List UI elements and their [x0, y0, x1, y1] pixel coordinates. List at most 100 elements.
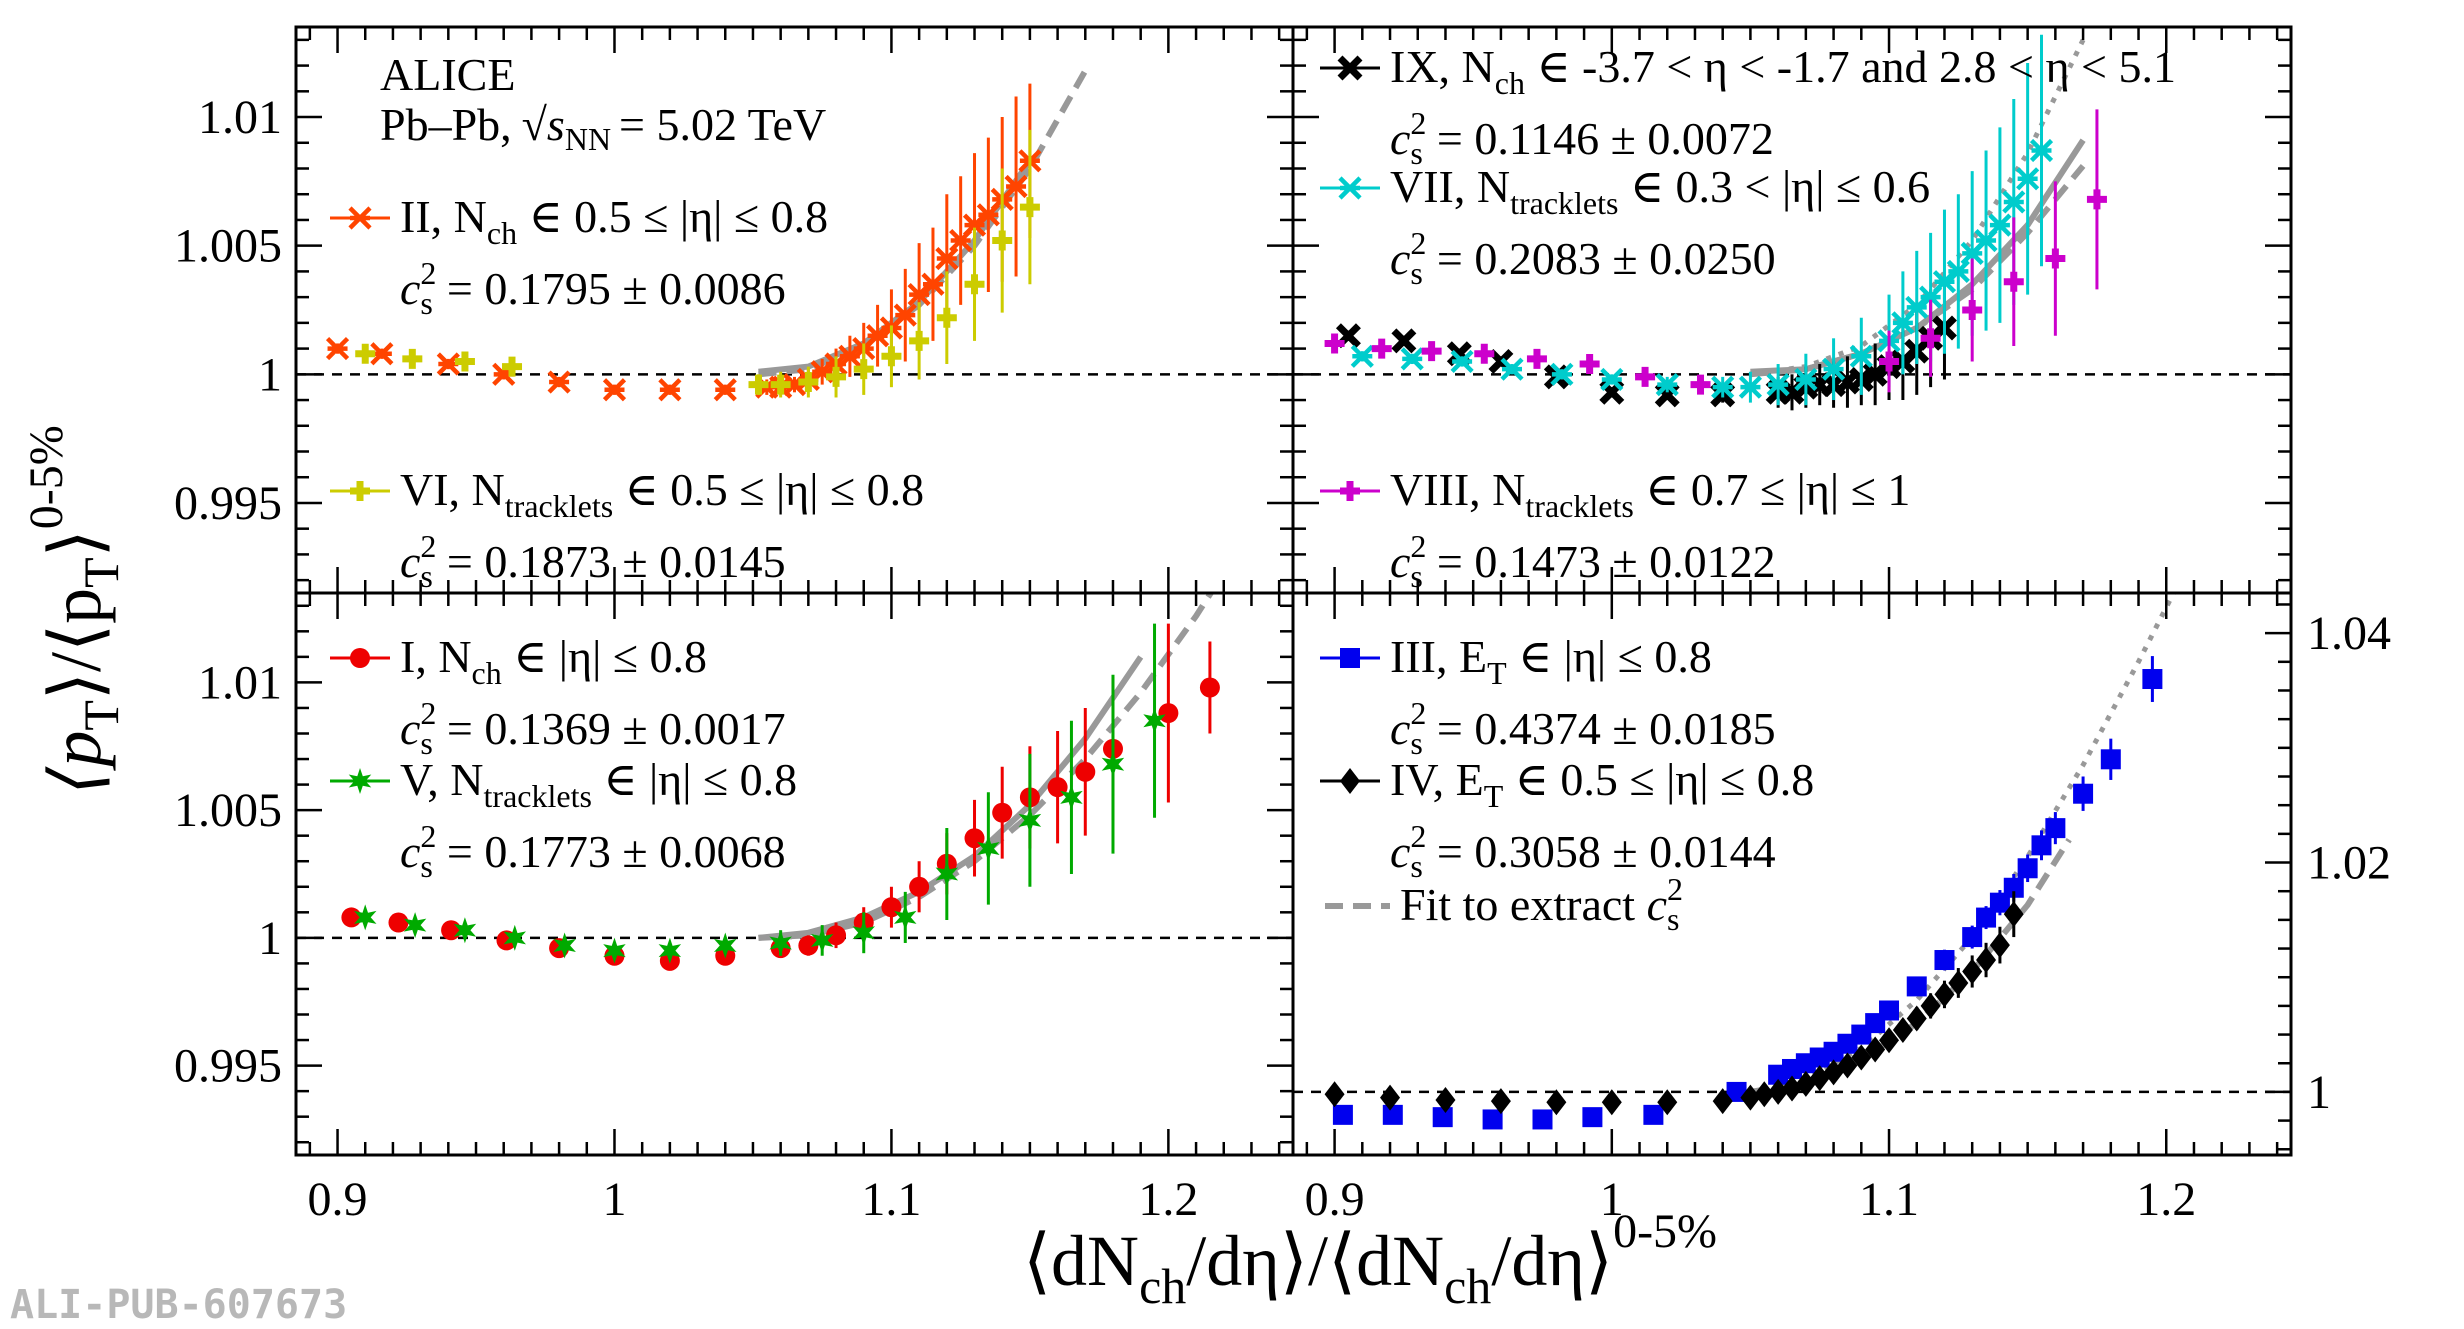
data-point	[1976, 947, 1997, 974]
data-point	[1988, 213, 2012, 237]
data-point	[350, 648, 370, 668]
data-point	[1643, 1104, 1664, 1125]
data-point	[798, 372, 819, 393]
data-point	[909, 330, 930, 351]
data-point	[1948, 969, 1969, 996]
data-point	[2003, 901, 2024, 928]
data-point	[936, 307, 957, 328]
data-point	[553, 932, 576, 959]
data-point	[1962, 300, 1983, 320]
panel-bottom-left: 0.9 1 1.1 1.2 0.995 1 1.005 1.01	[174, 591, 1295, 1226]
data-point	[602, 378, 627, 402]
data-point	[1862, 361, 1888, 387]
series-VIII	[1324, 109, 2107, 395]
data-point	[992, 802, 1013, 823]
data-point	[2003, 877, 2024, 898]
plot-area	[1293, 34, 2291, 411]
system-label: Pb–Pb, √sNN = 5.02 TeV	[380, 99, 826, 157]
legend-label: VIII, Ntracklets ∈ 0.7 ≤ |η| ≤ 1	[1390, 464, 1910, 524]
panel-bottom-right: 0.9 1 1.1 1.2 1 1.02 1.04	[1291, 591, 2391, 1226]
data-point	[1920, 992, 1941, 1019]
data-point	[1490, 1088, 1511, 1115]
y-tick-label: 1.005	[174, 220, 282, 273]
data-point	[2016, 167, 2040, 191]
x-tick-label: 1	[1600, 1173, 1624, 1226]
data-point	[1768, 1078, 1789, 1105]
data-point	[403, 912, 427, 939]
panels-layer: 0.995 1 1.005 1.01 0.9 1 1.1 1.2 0.995 1 1.005 1.01…	[174, 25, 2391, 1226]
data-point	[2100, 749, 2121, 770]
legend-entry-IV: IV, ET ∈ 0.5 ≤ |η| ≤ 0.8c2 s = 0.3058 ± 0.…	[1320, 754, 1814, 884]
data-point	[2142, 669, 2163, 690]
data-point	[1482, 1109, 1503, 1130]
data-point	[1766, 373, 1790, 397]
legend-label: V, Ntracklets ∈ |η| ≤ 0.8	[400, 754, 797, 814]
legend-entry-I: I, Nch ∈ |η| ≤ 0.8c2 s = 0.1369 ± 0.0017	[330, 631, 786, 761]
data-point	[1432, 1107, 1453, 1128]
series-III	[1332, 656, 2163, 1130]
legend-cs2: c2 s = 0.3058 ± 0.0144	[1390, 818, 1776, 884]
legend-entry-VIII: VIII, Ntracklets ∈ 0.7 ≤ |η| ≤ 1c2 s = 0.1…	[1320, 464, 1910, 594]
data-point	[1934, 981, 1955, 1008]
data-point	[1934, 950, 1955, 971]
data-point	[1332, 1104, 1353, 1125]
data-point	[1962, 958, 1983, 985]
data-point	[1546, 1089, 1567, 1116]
panel-top-right	[1291, 25, 2293, 595]
data-point	[1738, 375, 1763, 399]
y-axis-title: ⟨pT⟩/⟨pT⟩0-5%	[20, 425, 129, 794]
data-point	[714, 932, 737, 959]
legend-entry-IX: IX, Nch ∈ -3.7 < η < -1.7 and 2.8 < η < …	[1320, 41, 2176, 171]
data-point	[1879, 1000, 1900, 1021]
data-point	[826, 925, 847, 946]
legend-cs2: c2 s = 0.1873 ± 0.0145	[400, 528, 786, 594]
data-point	[992, 230, 1013, 251]
x-tick-label: 1	[602, 1173, 626, 1226]
data-point	[1740, 1084, 1761, 1111]
data-point	[2002, 190, 2026, 214]
data-point	[441, 920, 462, 941]
series-V	[354, 623, 1166, 964]
data-point	[1199, 677, 1220, 698]
data-point	[1324, 1081, 1345, 1108]
data-point	[798, 935, 819, 956]
data-point	[935, 861, 959, 887]
data-point	[713, 378, 737, 402]
data-point	[2045, 248, 2066, 269]
data-point	[2003, 271, 2024, 292]
data-point	[1821, 357, 1846, 381]
data-point	[1324, 333, 1345, 354]
data-point	[1849, 344, 1873, 368]
y-tick-label: 1.005	[174, 784, 282, 837]
y-tick-label: 0.995	[174, 477, 282, 530]
plot-area	[296, 69, 1293, 402]
data-point	[1879, 351, 1900, 372]
panel-frame	[1291, 591, 2293, 1157]
data-point	[1019, 197, 1040, 218]
data-point	[909, 876, 930, 897]
panel-top-left: 0.995 1 1.005 1.01	[174, 25, 1295, 595]
data-point	[1582, 1107, 1603, 1128]
data-point	[769, 930, 792, 956]
data-point	[1712, 1088, 1733, 1115]
data-point	[2017, 858, 2038, 879]
data-point	[2045, 818, 2066, 839]
data-point	[658, 378, 682, 402]
data-point	[1340, 481, 1360, 501]
y-tick-label: 0.995	[174, 1040, 282, 1093]
data-point	[826, 366, 847, 387]
legend-label: I, Nch ∈ |η| ≤ 0.8	[400, 631, 707, 691]
data-point	[1371, 338, 1392, 359]
legend-cs2: c2 s = 0.1146 ± 0.0072	[1390, 105, 1774, 171]
data-point	[354, 904, 377, 931]
legend-label: IX, Nch ∈ -3.7 < η < -1.7 and 2.8 < η < …	[1390, 41, 2176, 101]
data-point	[1075, 761, 1096, 782]
data-point	[1906, 976, 1927, 997]
y-tick-label: 1	[2307, 1066, 2331, 1119]
data-point	[1782, 1075, 1802, 1102]
data-point	[1450, 349, 1474, 374]
data-point	[355, 343, 376, 364]
y-tick-label: 1.01	[198, 656, 282, 709]
data-point	[1391, 328, 1417, 354]
data-point	[935, 246, 959, 271]
